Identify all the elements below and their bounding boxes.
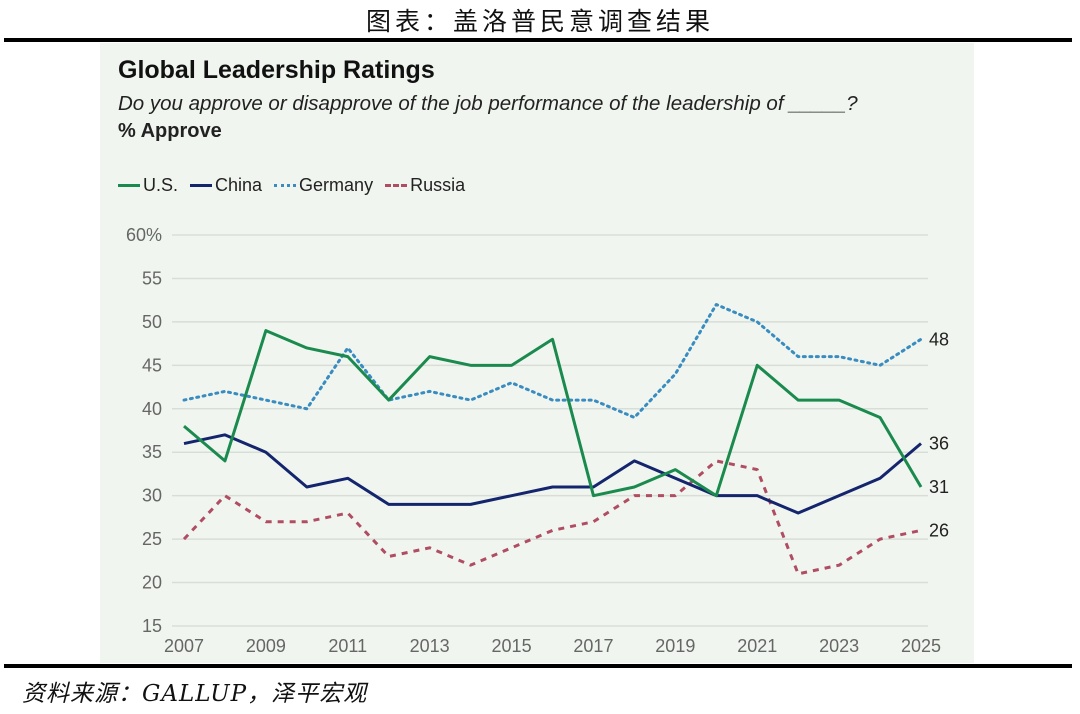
x-tick-labels: 2007 2009 2011 2013 2015 2017 2019 2021 2023 2025 <box>164 636 941 656</box>
end-label-us: 31 <box>929 477 949 497</box>
series-line-russia <box>182 459 922 576</box>
legend-label-germany: Germany <box>299 175 374 195</box>
y-tick-label: 45 <box>142 355 162 375</box>
figure-title: 图表：盖洛普民意调查结果 <box>365 7 714 36</box>
y-tick-label: 50 <box>142 312 162 332</box>
x-tick-label: 2017 <box>573 636 613 656</box>
legend-label-china: China <box>215 175 263 195</box>
y-axis-label: % Approve <box>118 120 222 142</box>
y-tick-label: 25 <box>142 529 162 549</box>
x-tick-label: 2015 <box>492 636 532 656</box>
y-tick-label: 15 <box>142 616 162 636</box>
source-note: 资料来源：GALLUP，泽平宏观 <box>22 681 368 707</box>
legend-item-russia: Russia <box>385 175 465 196</box>
x-tick-label: 2009 <box>246 636 286 656</box>
x-tick-label: 2025 <box>901 636 941 656</box>
x-tick-label: 2019 <box>655 636 695 656</box>
end-label-germany: 48 <box>929 329 949 349</box>
y-tick-label: 60% <box>126 225 162 245</box>
y-tick-labels: 15 20 25 30 35 40 45 50 55 60% <box>126 225 162 636</box>
legend-swatch-russia <box>385 184 408 187</box>
y-tick-label: 30 <box>142 486 162 506</box>
series-line-china <box>183 433 922 515</box>
legend-swatch-germany <box>274 184 297 187</box>
y-tick-label: 55 <box>142 268 162 288</box>
legend-label-russia: Russia <box>410 175 466 195</box>
legend-label-us: U.S. <box>143 175 179 195</box>
y-tick-label: 35 <box>142 442 162 462</box>
gridlines <box>172 234 928 627</box>
x-tick-label: 2007 <box>164 636 204 656</box>
x-tick-label: 2023 <box>819 636 859 656</box>
x-tick-label: 2013 <box>410 636 450 656</box>
end-label-russia: 26 <box>929 520 949 540</box>
series-line-germany <box>182 303 923 419</box>
legend: U.S. China Germany Russia <box>118 175 477 196</box>
end-labels: 31 36 48 26 <box>929 329 949 540</box>
y-tick-label: 20 <box>142 573 162 593</box>
legend-item-us: U.S. <box>118 175 178 196</box>
chart-subtitle: Do you approve or disapprove of the job … <box>118 92 858 115</box>
top-rule <box>4 38 1072 42</box>
series-lines <box>182 303 923 576</box>
legend-swatch-china <box>190 184 213 187</box>
legend-item-germany: Germany <box>274 175 373 196</box>
bottom-rule <box>4 664 1072 668</box>
y-tick-label: 40 <box>142 399 162 419</box>
x-tick-label: 2011 <box>328 636 367 656</box>
chart-title: Global Leadership Ratings <box>118 56 435 84</box>
series-line-us <box>183 329 923 498</box>
chart-panel <box>100 43 974 663</box>
x-tick-label: 2021 <box>737 636 777 656</box>
end-label-china: 36 <box>929 434 949 454</box>
legend-item-china: China <box>190 175 262 196</box>
legend-swatch-us <box>118 184 140 187</box>
